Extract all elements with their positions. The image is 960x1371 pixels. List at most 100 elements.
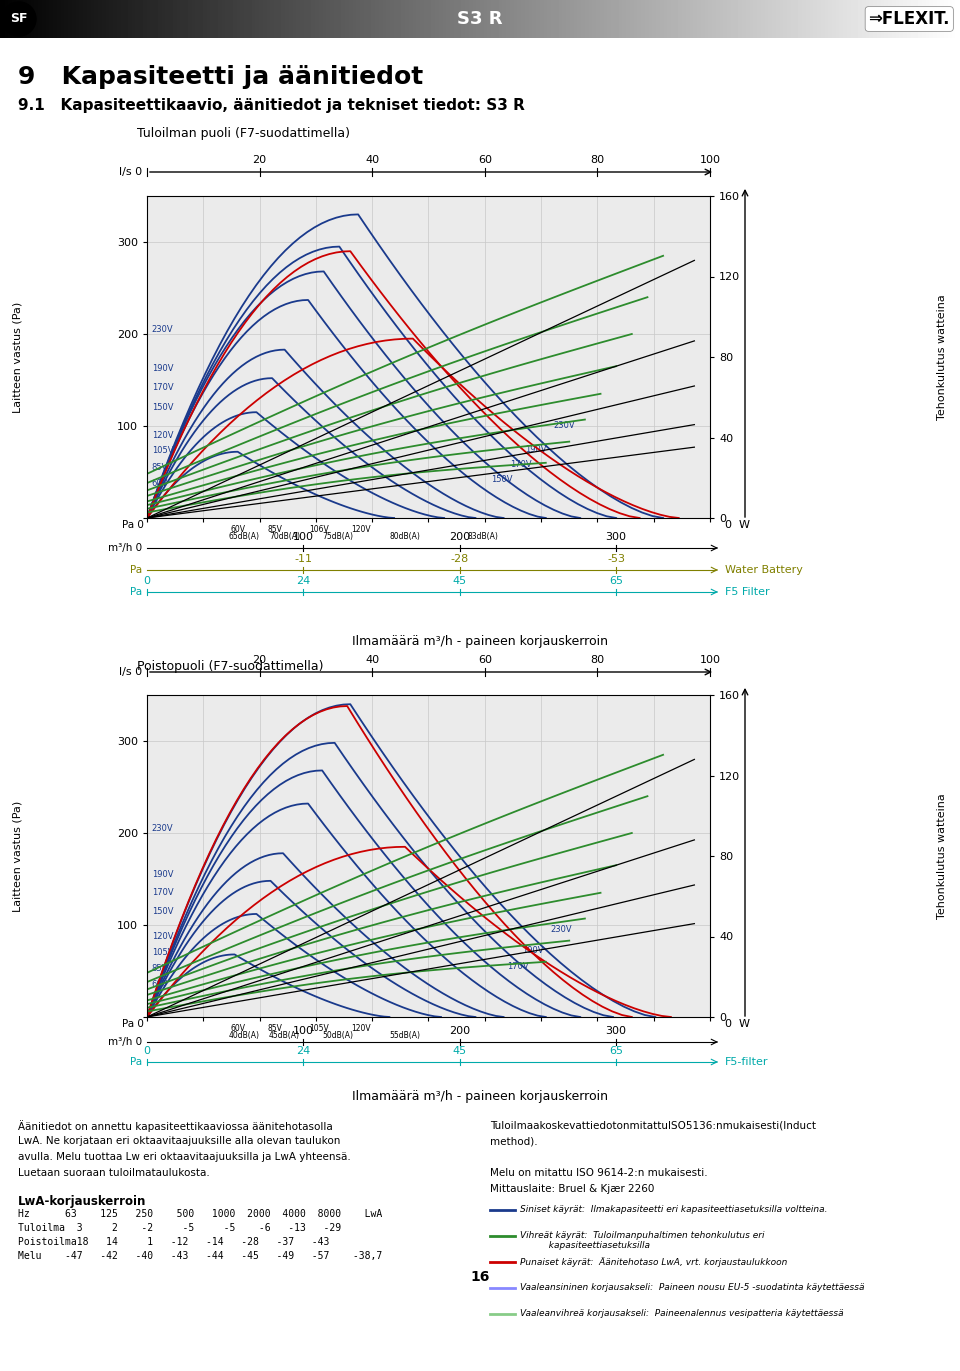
Text: 50dB(A): 50dB(A): [323, 1031, 353, 1039]
Text: 190V: 190V: [152, 871, 173, 879]
Text: 60V: 60V: [230, 525, 245, 535]
Text: 100: 100: [293, 532, 314, 542]
Text: 20: 20: [252, 655, 267, 665]
Text: Tuloilma  3     2    -2     -5     -5    -6   -13   -29: Tuloilma 3 2 -2 -5 -5 -6 -13 -29: [18, 1223, 341, 1233]
Text: 150V: 150V: [152, 906, 173, 916]
Text: 40: 40: [365, 655, 379, 665]
Text: m³/h 0: m³/h 0: [108, 543, 142, 553]
Text: ⇒FLEXIT.: ⇒FLEXIT.: [869, 10, 950, 27]
Text: Water Battery: Water Battery: [725, 565, 803, 574]
Text: 60: 60: [478, 655, 492, 665]
Text: 83dB(A): 83dB(A): [468, 532, 498, 540]
Text: 106V: 106V: [309, 525, 329, 535]
Text: 65dB(A): 65dB(A): [228, 532, 259, 540]
Text: Vaaleanvihreä korjausakseli:  Paineenalennus vesipatteria käytettäessä: Vaaleanvihreä korjausakseli: Paineenalen…: [520, 1309, 844, 1318]
Text: F5-filter: F5-filter: [725, 1057, 769, 1067]
Text: 170V: 170V: [152, 888, 174, 897]
Text: 85V: 85V: [268, 1024, 282, 1034]
Text: 170V: 170V: [152, 383, 174, 392]
Text: 70dB(A): 70dB(A): [269, 532, 300, 540]
Text: Vihreät käyrät:  Tuloilmanpuhaltimen tehonkulutus eri
          kapasiteettiaset: Vihreät käyrät: Tuloilmanpuhaltimen teho…: [520, 1231, 764, 1250]
Text: S3 R: S3 R: [457, 10, 503, 27]
Text: 190V: 190V: [525, 444, 547, 454]
Text: 9.1   Kapasiteettikaavio, äänitiedot ja tekniset tiedot: S3 R: 9.1 Kapasiteettikaavio, äänitiedot ja te…: [18, 97, 525, 112]
Text: l/s 0: l/s 0: [119, 167, 142, 177]
Text: 85V: 85V: [268, 525, 282, 535]
Text: 120V: 120V: [351, 1024, 372, 1034]
Text: 170V: 170V: [507, 962, 528, 971]
Text: 65: 65: [610, 1046, 623, 1056]
Text: 105V: 105V: [152, 447, 173, 455]
Text: 230V: 230V: [550, 925, 572, 934]
Text: 0  W: 0 W: [725, 1019, 750, 1030]
Text: 120V: 120V: [351, 525, 372, 535]
Text: 120V: 120V: [152, 932, 173, 942]
Text: 120V: 120V: [152, 430, 173, 440]
Circle shape: [2, 1, 36, 36]
Text: 150V: 150V: [492, 474, 513, 484]
Text: 0  W: 0 W: [725, 520, 750, 531]
Text: LwA. Ne korjataan eri oktaavitaajuuksille alla olevan taulukon: LwA. Ne korjataan eri oktaavitaajuuksill…: [18, 1137, 341, 1146]
Text: method).: method).: [490, 1137, 538, 1146]
Text: 55dB(A): 55dB(A): [390, 1031, 420, 1039]
Text: 300: 300: [606, 532, 627, 542]
Text: 0: 0: [143, 576, 151, 585]
Text: 40: 40: [365, 155, 379, 165]
Text: Tehonkulutus watteina: Tehonkulutus watteina: [937, 295, 947, 420]
Text: Pa: Pa: [130, 587, 142, 596]
Text: SF: SF: [11, 12, 28, 26]
Text: 100: 100: [700, 155, 721, 165]
Text: Laitteen vastus (Pa): Laitteen vastus (Pa): [13, 801, 23, 912]
Text: 60V: 60V: [230, 1024, 245, 1034]
Text: Tuloilman puoli (F7-suodattimella): Tuloilman puoli (F7-suodattimella): [137, 128, 350, 140]
Text: 60V: 60V: [152, 478, 168, 488]
Text: LwA-korjauskerroin: LwA-korjauskerroin: [18, 1196, 146, 1208]
Text: 80: 80: [590, 155, 605, 165]
Text: Melu on mitattu ISO 9614-2:n mukaisesti.: Melu on mitattu ISO 9614-2:n mukaisesti.: [490, 1168, 708, 1178]
Text: Luetaan suoraan tuloilmataulukosta.: Luetaan suoraan tuloilmataulukosta.: [18, 1168, 209, 1178]
Text: Mittauslaite: Bruel & Kjær 2260: Mittauslaite: Bruel & Kjær 2260: [490, 1185, 655, 1194]
Text: Tehonkulutus watteina: Tehonkulutus watteina: [937, 794, 947, 919]
Text: 105V: 105V: [152, 949, 173, 957]
Text: 300: 300: [606, 1026, 627, 1036]
Text: 100: 100: [700, 655, 721, 665]
Text: Pa 0: Pa 0: [122, 1019, 144, 1030]
Text: -11: -11: [295, 554, 312, 563]
Text: 190V: 190V: [522, 946, 543, 956]
Text: 100: 100: [293, 1026, 314, 1036]
Text: 75dB(A): 75dB(A): [323, 532, 353, 540]
Text: 24: 24: [297, 576, 310, 585]
Text: 105V: 105V: [309, 1024, 329, 1034]
Text: 9   Kapasiteetti ja äänitiedot: 9 Kapasiteetti ja äänitiedot: [18, 64, 423, 89]
Text: 80dB(A): 80dB(A): [390, 532, 420, 540]
Text: Siniset käyrät:  Ilmakapasiteetti eri kapasiteettiasetuksilla voltteina.: Siniset käyrät: Ilmakapasiteetti eri kap…: [520, 1205, 828, 1213]
Text: Vaaleansininen korjausakseli:  Paineen nousu EU-5 -suodatinta käytettäessä: Vaaleansininen korjausakseli: Paineen no…: [520, 1283, 865, 1291]
Text: 230V: 230V: [554, 421, 575, 430]
Text: 80: 80: [590, 655, 605, 665]
Text: 150V: 150V: [152, 403, 173, 413]
Text: Poistopuoli (F7-suodattimella): Poistopuoli (F7-suodattimella): [137, 659, 324, 673]
Text: 40dB(A): 40dB(A): [228, 1031, 259, 1039]
Text: Hz      63    125   250    500   1000  2000  4000  8000    LwA: Hz 63 125 250 500 1000 2000 4000 8000 Lw…: [18, 1209, 382, 1219]
Text: Ilmamäärä m³/h - paineen korjauskerroin: Ilmamäärä m³/h - paineen korjauskerroin: [352, 635, 608, 648]
Text: 200: 200: [449, 1026, 470, 1036]
Text: 45: 45: [453, 1046, 467, 1056]
Text: 170V: 170V: [510, 461, 532, 469]
Text: avulla. Melu tuottaa Lw eri oktaavitaajuuksilla ja LwA yhteensä.: avulla. Melu tuottaa Lw eri oktaavitaaju…: [18, 1152, 350, 1163]
Text: m³/h 0: m³/h 0: [108, 1036, 142, 1047]
Text: 0: 0: [143, 1046, 151, 1056]
Text: Poistoilma18   14     1   -12   -14   -28   -37   -43: Poistoilma18 14 1 -12 -14 -28 -37 -43: [18, 1237, 329, 1248]
Text: 85V: 85V: [152, 463, 168, 472]
Text: Pa: Pa: [130, 565, 142, 574]
Text: -53: -53: [607, 554, 625, 563]
Text: l/s 0: l/s 0: [119, 668, 142, 677]
Text: F5 Filter: F5 Filter: [725, 587, 770, 596]
Text: 60: 60: [478, 155, 492, 165]
Text: 230V: 230V: [152, 824, 174, 834]
Text: Punaiset käyrät:  Äänitehotaso LwA, vrt. korjaustaulukkoon: Punaiset käyrät: Äänitehotaso LwA, vrt. …: [520, 1257, 787, 1267]
Text: Pa: Pa: [130, 1057, 142, 1067]
Text: 65: 65: [610, 576, 623, 585]
Text: 85V: 85V: [152, 964, 168, 973]
Text: 60V: 60V: [152, 980, 168, 990]
Text: Pa 0: Pa 0: [122, 520, 144, 531]
